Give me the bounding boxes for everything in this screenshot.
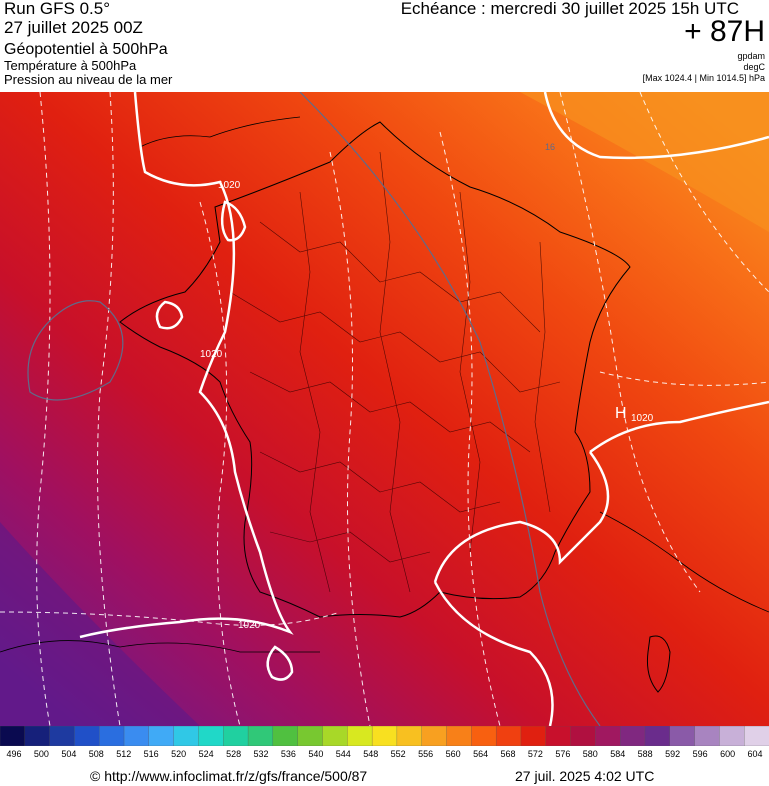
color-scale-label: 528 [226, 749, 242, 759]
color-scale-swatch [0, 726, 26, 746]
band-lower-left [0, 522, 200, 726]
color-scale-swatch [719, 726, 745, 746]
color-scale-swatch [644, 726, 671, 746]
isobar-label-south: 1020 [238, 620, 261, 631]
footer-source-url[interactable]: © http://www.infoclimat.fr/z/gfs/france/… [90, 768, 368, 784]
color-scale-swatch [595, 726, 621, 746]
isobar-closed-brittany [155, 300, 184, 330]
color-scale-swatch [520, 726, 547, 746]
corsica-outline [647, 635, 671, 693]
color-scale-swatch [371, 726, 398, 746]
unit-geopotential: gpdam [737, 51, 765, 61]
isobar-label-north: 1020 [218, 180, 241, 191]
color-scale-label: 524 [198, 749, 214, 759]
forecast-map: 16 1020 1020 1020 H 1020 [0, 92, 769, 726]
color-scale-swatch [297, 726, 324, 746]
color-scale-label: 496 [6, 749, 22, 759]
color-scale-swatch [347, 726, 373, 746]
color-scale-swatch [74, 726, 100, 746]
parameter-temperature: Température à 500hPa [4, 58, 137, 73]
band-upper-right [520, 92, 769, 232]
temperature-field [0, 92, 769, 726]
color-scale-label: 556 [418, 749, 434, 759]
color-scale-swatch [24, 726, 51, 746]
color-scale-label: 552 [390, 749, 406, 759]
color-scale-swatch [620, 726, 646, 746]
parameter-pressure: Pression au niveau de la mer [4, 72, 173, 87]
color-scale-swatch [123, 726, 150, 746]
color-scale-label: 564 [473, 749, 489, 759]
color-scale-swatch [173, 726, 200, 746]
color-scale-swatch [148, 726, 175, 746]
color-scale-swatch [471, 726, 497, 746]
color-scale-label: 544 [335, 749, 351, 759]
footer-timestamp: 27 juil. 2025 4:02 UTC [515, 768, 655, 784]
color-scale-label: 560 [445, 749, 461, 759]
color-scale-swatch [396, 726, 423, 746]
department-boundaries [229, 151, 561, 593]
color-scale-swatch [744, 726, 769, 746]
color-scale-label: 580 [582, 749, 598, 759]
color-scale-swatch [247, 726, 274, 746]
color-scale-swatch [446, 726, 472, 746]
forecast-valid-time: Echéance : mercredi 30 juillet 2025 15h … [400, 0, 739, 18]
color-scale-swatch [223, 726, 249, 746]
color-scale-label: 604 [747, 749, 763, 759]
color-scale-label: 536 [280, 749, 296, 759]
color-scale-swatch [272, 726, 299, 746]
color-scale-swatch [669, 726, 696, 746]
color-scale-label: 500 [33, 749, 49, 759]
color-scale-label: 504 [61, 749, 77, 759]
color-scale-label: 512 [116, 749, 132, 759]
color-scale-label: 508 [88, 749, 104, 759]
color-scale-labels: 496 500 504 508 512 516 520 524 528 532 536 540 544 5… [0, 749, 769, 761]
color-scale-label: 540 [308, 749, 324, 759]
isobar-closed-pyrenees [266, 645, 294, 681]
isotherm-grey [299, 92, 601, 726]
color-scale-swatch [421, 726, 448, 746]
isotherm-label: 16 [545, 142, 555, 152]
isotherm-grey-west [27, 300, 124, 401]
color-scale-swatch [99, 726, 125, 746]
color-scale-swatch [545, 726, 572, 746]
color-scale-swatch [495, 726, 522, 746]
color-scale-label: 572 [527, 749, 543, 759]
color-scale-swatch [198, 726, 224, 746]
color-scale-swatch [322, 726, 348, 746]
color-scale-label: 584 [610, 749, 626, 759]
color-scale-swatch [49, 726, 76, 746]
parameter-geopotential: Géopotentiel à 500hPa [4, 41, 168, 58]
pressure-center-letter: H [615, 405, 627, 422]
color-scale-label: 520 [171, 749, 187, 759]
color-scale-label: 516 [143, 749, 159, 759]
color-scale-label: 568 [500, 749, 516, 759]
color-scale-bar [0, 726, 769, 746]
color-scale-label: 532 [253, 749, 269, 759]
color-scale-label: 600 [720, 749, 736, 759]
color-scale-label: 548 [363, 749, 379, 759]
pressure-min-max: [Max 1024.4 | Min 1014.5] hPa [642, 73, 765, 83]
unit-temperature: degC [743, 62, 765, 72]
isobar-closed-north [220, 200, 247, 242]
color-scale-swatch [570, 726, 597, 746]
color-scale-label: 596 [692, 749, 708, 759]
color-scale-label: 588 [637, 749, 653, 759]
isobar-label-west: 1020 [200, 349, 223, 360]
pressure-center-value: 1020 [631, 413, 654, 424]
color-scale-label: 592 [665, 749, 681, 759]
color-scale-swatch [694, 726, 721, 746]
run-date: 27 juillet 2025 00Z [4, 18, 143, 37]
isobar-lines [79, 92, 769, 726]
forecast-horizon: + 87H [684, 15, 765, 48]
run-title: Run GFS 0.5° [4, 0, 111, 18]
color-scale-label: 576 [555, 749, 571, 759]
